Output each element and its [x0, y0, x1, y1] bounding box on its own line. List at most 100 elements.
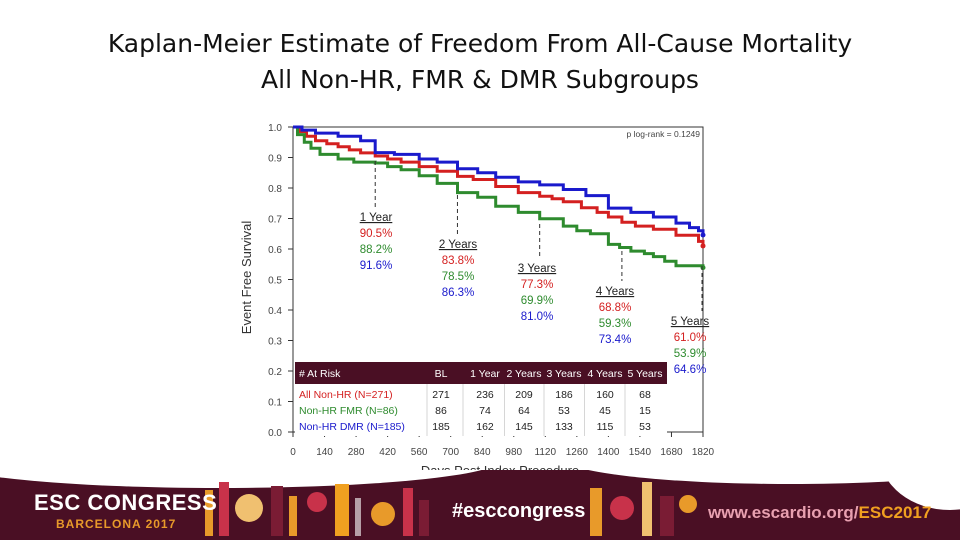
- at-risk-header-bg: [295, 362, 667, 384]
- at-risk-header-cell: 4 Years: [587, 368, 622, 380]
- hashtag-label: #esccongress: [452, 500, 586, 522]
- y-tick-label: 0.1: [268, 398, 282, 409]
- annotation-label: 4 Years: [596, 286, 635, 298]
- censor-mark: [700, 232, 706, 238]
- at-risk-header-cell: 2 Years: [506, 368, 541, 380]
- annotation-value: 91.6%: [360, 260, 393, 272]
- at-risk-cell: 160: [596, 389, 614, 401]
- at-risk-cell: 115: [597, 421, 614, 433]
- at-risk-cell: 186: [555, 389, 573, 401]
- congress-year: 2017: [145, 517, 177, 531]
- x-tick-label: 0: [290, 447, 296, 458]
- censor-mark: [700, 243, 706, 249]
- y-tick-label: 0.5: [268, 276, 282, 287]
- y-tick-label: 0.7: [268, 215, 282, 226]
- annotation-value: 88.2%: [360, 244, 393, 256]
- annotation-value: 61.0%: [674, 332, 707, 344]
- at-risk-cell: 86: [435, 405, 447, 417]
- y-tick-label: 1.0: [268, 123, 282, 134]
- at-risk-header-cell: 3 Years: [546, 368, 581, 380]
- at-risk-body-bg: [295, 384, 667, 436]
- annotation-label: 3 Years: [518, 263, 557, 275]
- at-risk-header-cell: BL: [435, 368, 448, 380]
- footer-banner: ESC CONGRESS BARCELONA 2017 #esccongress…: [0, 470, 960, 540]
- pvalue-label: p log-rank = 0.1249: [627, 129, 701, 139]
- y-tick-label: 0.2: [268, 367, 282, 378]
- at-risk-cell: 45: [599, 405, 611, 417]
- at-risk-header-cell: # At Risk: [299, 368, 341, 380]
- y-tick-label: 0.6: [268, 245, 282, 256]
- y-tick-label: 0.8: [268, 184, 282, 195]
- annotation-value: 59.3%: [599, 318, 632, 330]
- annotation-value: 81.0%: [521, 311, 554, 323]
- x-tick-label: 980: [505, 447, 522, 458]
- at-risk-cell: 53: [558, 405, 570, 417]
- x-axis-label: Days Post Index Procedure: [421, 463, 579, 470]
- url-main: www.escardio.org/: [708, 503, 859, 522]
- annotation-value: 90.5%: [360, 228, 393, 240]
- x-tick-label: 420: [379, 447, 396, 458]
- at-risk-header-cell: 5 Years: [627, 368, 662, 380]
- at-risk-cell: 185: [432, 421, 450, 433]
- footer-pattern-right: [590, 482, 697, 536]
- annotation-value: 69.9%: [521, 295, 554, 307]
- at-risk-cell: 133: [555, 421, 573, 433]
- congress-place: BARCELONA: [56, 517, 142, 531]
- at-risk-cell: 68: [639, 389, 651, 401]
- annotation-label: 1 Year: [360, 212, 393, 224]
- x-tick-label: 280: [348, 447, 365, 458]
- curve-non-hr-fmr: [293, 125, 705, 268]
- at-risk-cell: 15: [639, 405, 651, 417]
- at-risk-header-cell: 1 Year: [470, 368, 500, 380]
- at-risk-cell: 74: [479, 405, 491, 417]
- chart-title-line1: Kaplan-Meier Estimate of Freedom From Al…: [107, 29, 853, 58]
- at-risk-cell: 64: [518, 405, 530, 417]
- at-risk-cell: 162: [476, 421, 494, 433]
- curve-non-hr-dmr: [293, 125, 705, 235]
- x-tick-label: 140: [316, 447, 333, 458]
- at-risk-cell: 145: [515, 421, 533, 433]
- x-tick-label: 1820: [692, 447, 715, 458]
- x-tick-label: 840: [474, 447, 491, 458]
- annotation-value: 73.4%: [599, 334, 632, 346]
- at-risk-cell: 236: [476, 389, 494, 401]
- curve-all-non-hr: [293, 125, 705, 246]
- annotation-value: 53.9%: [674, 348, 707, 360]
- at-risk-cell: 271: [432, 389, 450, 401]
- x-tick-label: 1680: [660, 447, 683, 458]
- y-tick-label: 0.3: [268, 337, 282, 348]
- km-chart: 0.0 0.1 0.2 0.3 0.4 0.5 0.6 0.7 0.8 0.9 1.0 0 140 280…: [239, 123, 715, 470]
- at-risk-cell: 209: [515, 389, 533, 401]
- survival-curves: [293, 125, 706, 271]
- annotation-label: 5 Years: [671, 316, 710, 328]
- chart-title-line2: All Non-HR, FMR & DMR Subgroups: [261, 65, 699, 94]
- congress-name: ESC CONGRESS: [34, 490, 218, 515]
- annotation-value: 86.3%: [442, 287, 475, 299]
- url-accent: ESC2017: [858, 503, 932, 522]
- timepoint-annotations: 1 Year 90.5% 88.2% 91.6% 2 Years 83.8% 78.5% 86…: [360, 161, 710, 376]
- at-risk-row-label: Non-HR FMR (N=86): [299, 405, 398, 417]
- x-tick-label: 560: [411, 447, 428, 458]
- footer-pattern-left: [205, 482, 429, 536]
- y-tick-label: 0.4: [268, 306, 282, 317]
- censor-mark: [700, 265, 706, 271]
- annotation-value: 77.3%: [521, 279, 554, 291]
- annotation-value: 68.8%: [599, 302, 632, 314]
- y-axis-label: Event Free Survival: [239, 221, 254, 335]
- website-url[interactable]: www.escardio.org/ESC2017: [708, 503, 931, 523]
- annotation-value: 78.5%: [442, 271, 475, 283]
- y-tick-label: 0.0: [268, 428, 282, 439]
- at-risk-row-label: All Non-HR (N=271): [299, 389, 393, 401]
- x-tick-label: 1120: [535, 447, 557, 458]
- at-risk-cell: 53: [639, 421, 651, 433]
- chart-title: Kaplan-Meier Estimate of Freedom From Al…: [0, 26, 960, 98]
- at-risk-table: # At Risk BL 1 Year 2 Years 3 Years 4 Years 5 …: [295, 362, 667, 436]
- x-tick-label: 1260: [566, 447, 589, 458]
- x-tick-label: 1400: [597, 447, 620, 458]
- x-tick-label: 1540: [629, 447, 652, 458]
- annotation-value: 83.8%: [442, 255, 475, 267]
- y-tick-label: 0.9: [268, 154, 282, 165]
- annotation-value: 64.6%: [674, 364, 707, 376]
- congress-location: BARCELONA 2017: [56, 517, 176, 531]
- annotation-label: 2 Years: [439, 239, 478, 251]
